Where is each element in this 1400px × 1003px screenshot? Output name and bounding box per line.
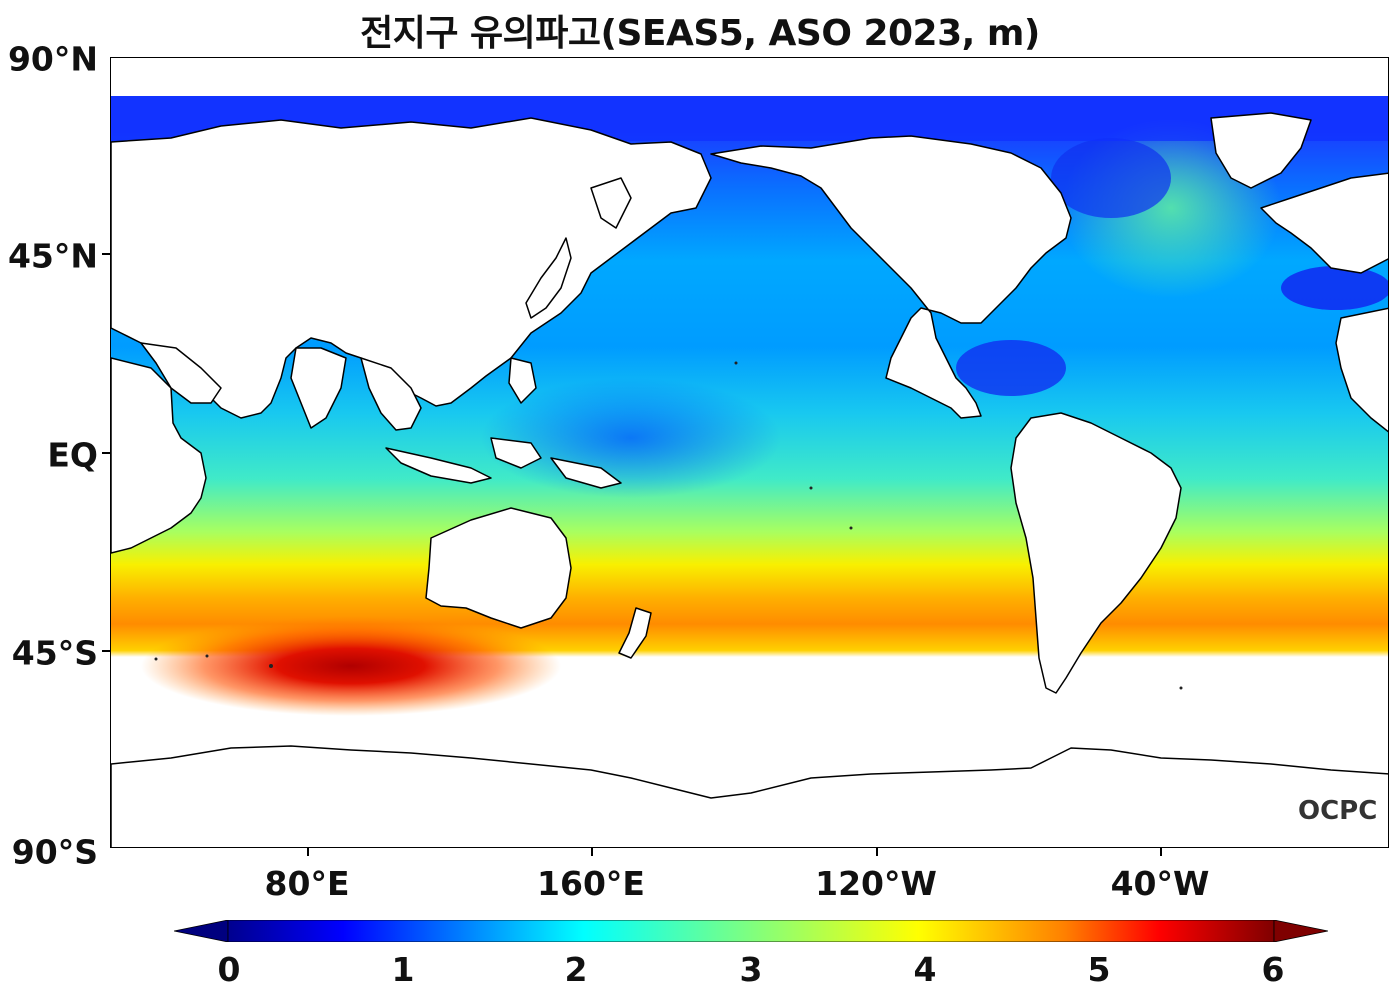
lat-label-eq: EQ [47,435,98,475]
lat-label-45s: 45°S [11,633,98,673]
colorbar-tick-5: 5 [1087,950,1111,989]
west-pacific-calm [481,378,781,498]
lat-tick [102,452,110,454]
colorbar-tick-2: 2 [564,950,588,989]
lon-label-80e: 80°E [264,864,350,903]
lon-tick [1160,848,1162,856]
colorbar [174,920,1328,942]
colorbar-tick-4: 4 [913,950,937,989]
colorbar-tick-3: 3 [739,950,763,989]
map-canvas [111,96,1388,847]
ocpc-logo: OCPC [1298,796,1378,826]
lon-label-40w: 40°W [1110,864,1210,903]
lon-tick [591,848,593,856]
colorbar-min-extend [174,920,229,942]
lon-label-160e: 160°E [537,864,645,903]
lon-tick [876,848,878,856]
continents [111,112,1388,847]
lat-label-90n: 90°N [7,39,98,79]
colorbar-tick-6: 6 [1261,950,1285,989]
lat-tick [102,650,110,652]
hudson-bay [1051,138,1171,218]
lat-label-45n: 45°N [7,236,98,276]
wave-height-map [110,57,1389,848]
lat-label-90s: 90°S [11,832,98,872]
mediterranean-sea [1281,266,1388,310]
lon-tick [307,848,309,856]
lon-label-120w: 120°W [815,864,937,903]
max-wave-area [141,616,561,716]
map-title: 전지구 유의파고(SEAS5, ASO 2023, m) [360,13,1040,54]
colorbar-max-extend [1273,920,1328,942]
colorbar-tick-1: 1 [391,950,415,989]
colorbar-scale [227,920,1275,942]
caribbean-sea [956,340,1066,396]
colorbar-tick-0: 0 [217,950,241,989]
lat-tick [102,253,110,255]
islands [154,361,1183,690]
